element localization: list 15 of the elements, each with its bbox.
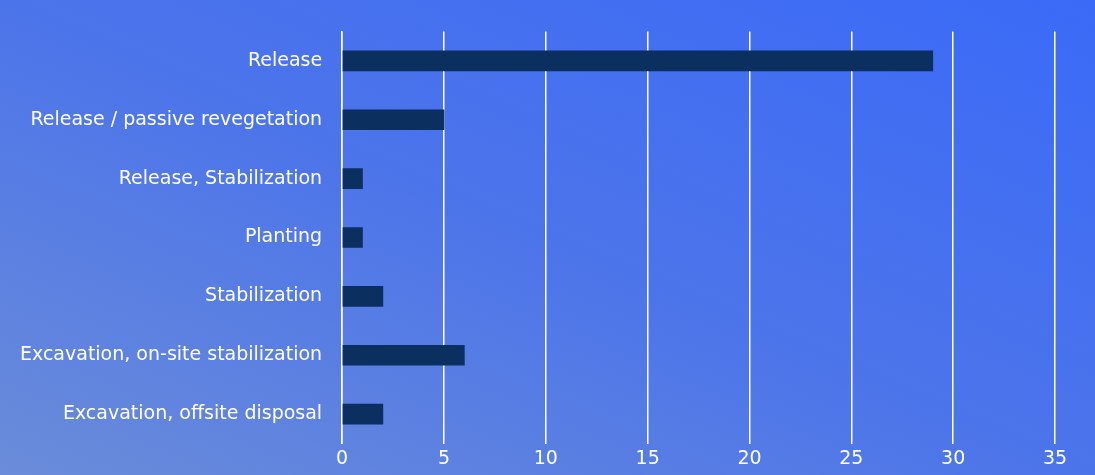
x-tick-label: 15 <box>635 445 660 468</box>
y-tick-label: Planting <box>244 224 323 247</box>
x-tick-label: 10 <box>533 445 558 468</box>
y-tick-label: Excavation, on-site stabilization <box>19 342 323 365</box>
x-tick-label: 35 <box>1042 445 1068 468</box>
x-tick-label: 5 <box>437 445 451 468</box>
y-tick-label: Release <box>247 47 323 70</box>
x-tick-label: 20 <box>737 445 762 468</box>
x-tick-label: 25 <box>839 445 864 468</box>
y-tick-label: Excavation, offsite disposal <box>62 401 323 424</box>
x-tick-label: 0 <box>336 445 349 468</box>
y-tick-label: Release, Stabilization <box>118 165 323 188</box>
x-tick-label: 30 <box>941 445 966 468</box>
y-tick-label: Stabilization <box>205 283 323 306</box>
y-tick-label: Release / passive revegetation <box>30 106 323 129</box>
